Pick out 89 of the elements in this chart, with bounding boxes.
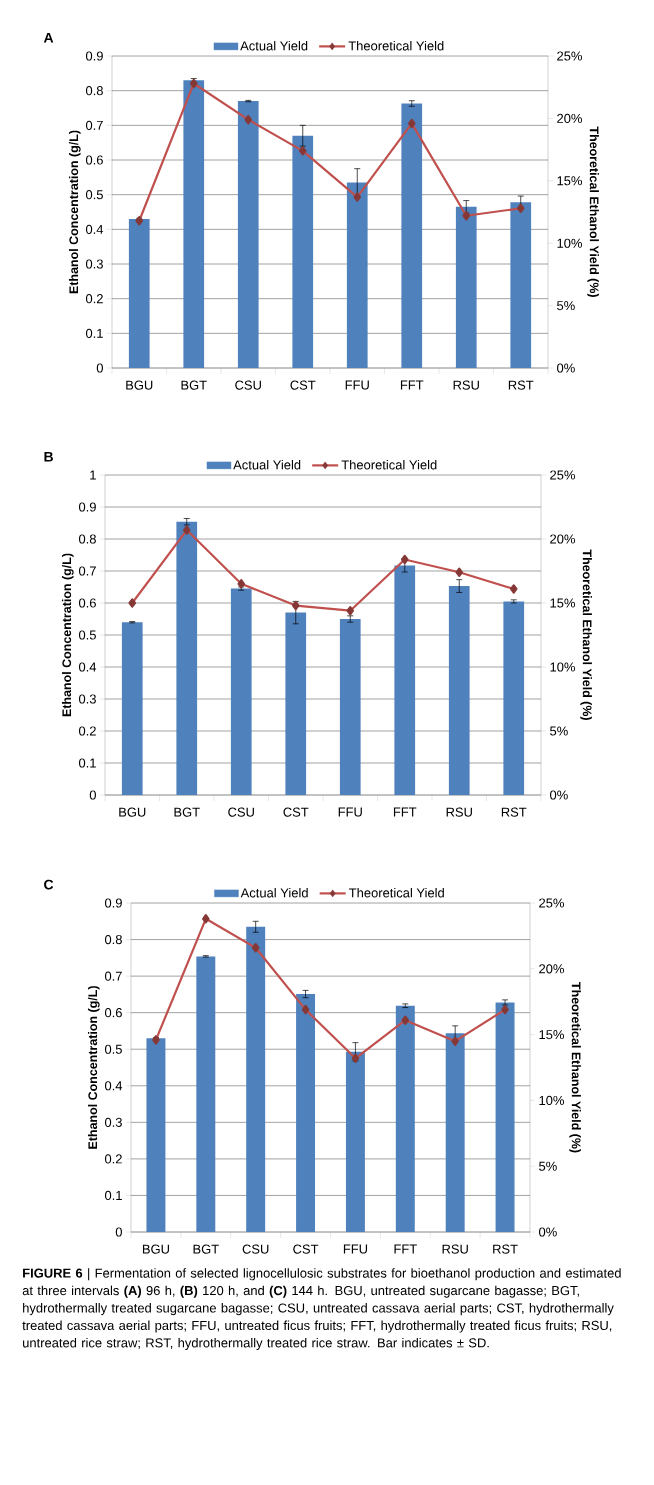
x-tick-label: CST [283,807,309,817]
y-tick-label: 0.6 [78,598,96,608]
x-tick-label: CSU [242,1244,269,1254]
y2-tick-label: 15% [539,1030,564,1040]
y2-tick-label: 20% [550,534,575,544]
x-tick-label: RST [493,1244,518,1254]
y2-tick-label: 15% [557,176,582,186]
y-tick-label: 0.1 [104,1190,122,1201]
x-tick-label: RSU [453,380,479,390]
y-axis-title: Ethanol Concentration (g/L) [61,553,74,717]
y-tick-label: 0.3 [85,259,103,269]
y2-tick-label: 20% [557,113,582,123]
y-tick-label: 0.8 [104,934,122,945]
legend-label: Actual Yield [240,887,308,898]
x-tick-label: BGU [119,807,146,817]
y-tick-label: 0.5 [85,190,103,200]
legend-label: Actual Yield [240,40,308,51]
y-tick-label: 0 [96,363,103,373]
y2-tick-label: 25% [550,470,575,480]
x-tick-label: BGU [126,380,153,390]
chart-title: C [44,879,54,890]
y2-tick-label: 10% [550,662,575,672]
y2-tick-label: 10% [557,238,582,248]
y-tick-label: 0.6 [85,155,103,165]
x-tick-label: BGT [174,807,200,817]
y2-tick-label: 10% [539,1095,564,1105]
y-tick-label: 1 [90,470,96,480]
y2-tick-label: 5% [557,301,575,311]
y-tick-label: 0.4 [78,662,97,672]
x-tick-label: CSU [228,807,254,817]
y2-tick-label: 15% [550,598,575,608]
y-tick-label: 0.9 [104,898,122,908]
x-tick-label: BGU [142,1244,169,1254]
legend-label: Actual Yield [233,459,301,470]
y-tick-label: 0.7 [78,566,96,576]
x-tick-label: CSU [235,380,261,390]
chart-title: B [44,451,53,462]
y-tick-label: 0.3 [104,1117,122,1127]
y-axis-title: Ethanol Concentration (g/L) [87,986,100,1149]
text: FIGURE 6 | Fermentation of selected lignocellulosic substrates for bioethanol production and estimated at three intervals (A) 96 h, (B) 120 h, and (C) 144 h. BGU, untreated sugarcane bagasse; BGT, hydrothermally treated sugarcane bagasse; CSU, untreated cassava aerial parts; CST, hydrothermally treated cassava aerial parts; FFU, untreated ficus fruits; FFT, hydrothermally treated ficus fruits; RSU, untreated rice straw; RST, hydrothermally treated rice straw. Bar indicates ± SD. [22,1268,621,1351]
y2-tick-label: 5% [550,726,568,736]
y-tick-label: 0.9 [85,51,103,61]
y-tick-label: 0.8 [85,86,103,96]
legend-label: Theoretical Yield [341,459,437,470]
y2-tick-label: 5% [539,1161,557,1171]
y-tick-label: 0.1 [78,758,96,768]
x-tick-label: RSU [446,807,472,817]
y2-tick-label: 25% [557,51,582,61]
y-tick-label: 0.2 [104,1154,122,1164]
chart-title: A [43,32,54,43]
y-tick-label: 0.6 [104,1008,122,1018]
y-tick-label: 0 [115,1227,122,1237]
x-tick-label: FFU [343,1244,368,1254]
y-tick-label: 0.8 [78,534,96,544]
y-tick-label: 0.1 [85,328,103,338]
x-tick-label: FFU [338,807,362,817]
y2-tick-label: 0% [557,363,575,373]
x-tick-label: FFT [400,380,424,390]
x-tick-label: CST [293,1244,319,1254]
y-tick-label: 0.4 [104,1081,123,1091]
legend-label: Theoretical Yield [349,887,444,898]
y-tick-label: 0.7 [104,971,122,981]
y-tick-label: 0.4 [85,224,104,234]
y-tick-label: 0.7 [85,120,103,130]
y2-tick-label: 20% [539,964,564,974]
y2-axis-title: Theoretical Ethanol Yield (%) [580,549,592,720]
x-tick-label: BGT [193,1244,219,1254]
y2-tick-label: 0% [550,790,568,800]
y-tick-label: 0.9 [78,502,96,512]
x-tick-label: RST [501,807,527,817]
x-tick-label: RST [508,380,534,390]
y-tick-label: 0.2 [78,726,96,736]
y2-axis-title: Theoretical Ethanol Yield (%) [569,982,581,1153]
legend-label: Theoretical Yield [348,40,444,51]
x-tick-label: BGT [181,380,207,390]
x-tick-label: RSU [442,1244,468,1254]
y-axis-title: Ethanol Concentration (g/L) [68,130,81,294]
y2-tick-label: 0% [539,1227,557,1237]
y2-tick-label: 25% [539,898,564,908]
y-tick-label: 0.5 [78,630,96,640]
x-tick-label: FFT [393,807,417,817]
x-tick-label: CST [290,380,316,390]
y2-axis-title: Theoretical Ethanol Yield (%) [587,126,599,297]
y-tick-label: 0.3 [78,694,96,704]
y-tick-label: 0.2 [85,294,103,304]
y-tick-label: 0 [89,790,96,800]
y-tick-label: 0.5 [104,1044,122,1054]
x-tick-label: FFT [394,1244,417,1254]
x-tick-label: FFU [345,380,369,390]
